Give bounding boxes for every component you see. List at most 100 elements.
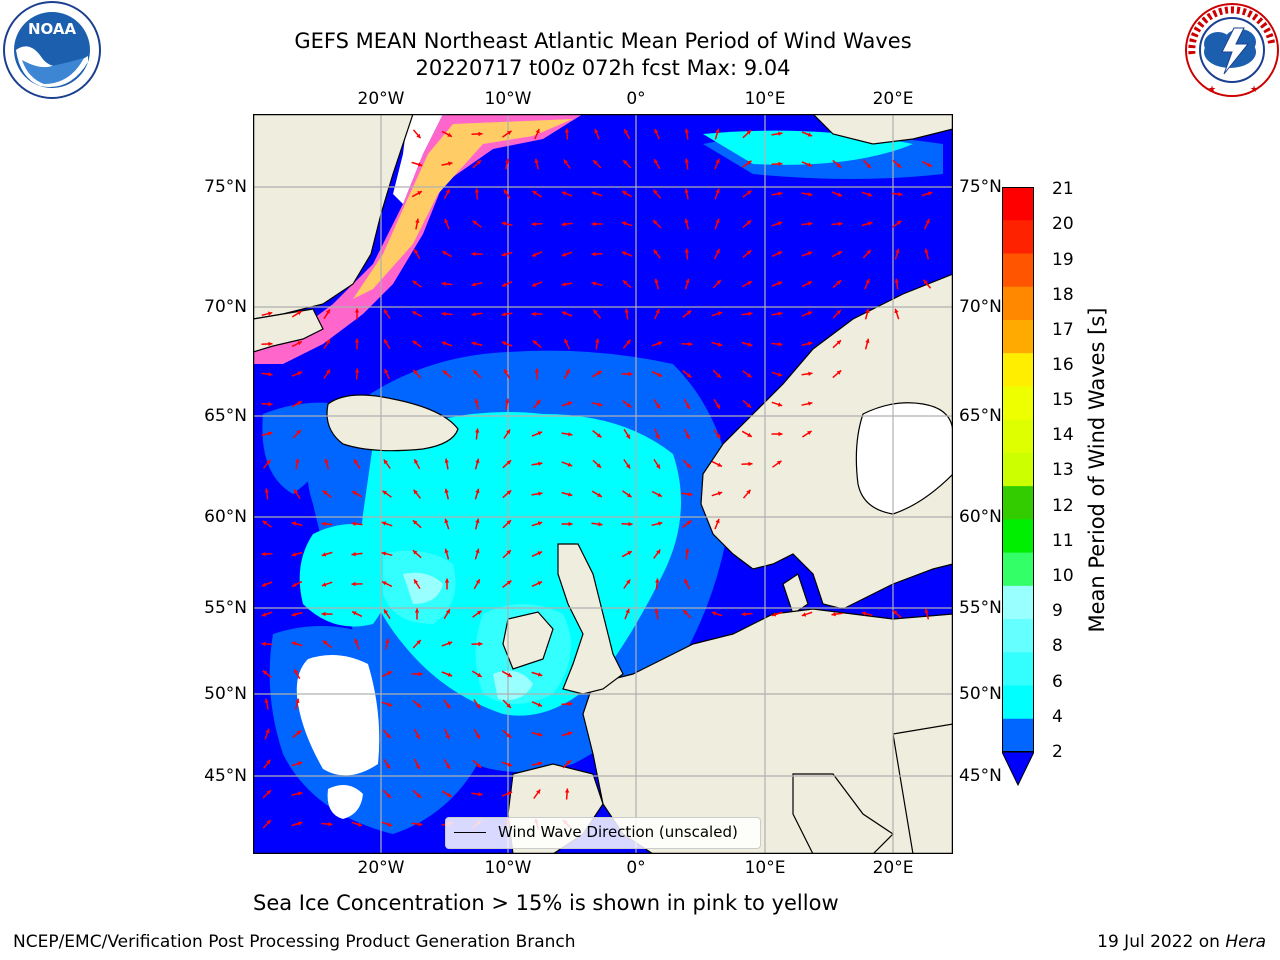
wind-wave-direction-arrows xyxy=(261,128,933,830)
wind-wave-arrow xyxy=(533,789,541,799)
wind-wave-arrow xyxy=(444,548,450,560)
lon-tick-top: 20°W xyxy=(357,89,405,109)
wind-wave-arrow xyxy=(383,758,391,770)
wind-wave-arrow xyxy=(441,790,453,798)
wind-wave-arrow xyxy=(381,580,393,588)
lon-tick-bottom: 20°E xyxy=(872,858,914,878)
wind-wave-arrow xyxy=(624,608,630,620)
gridlines xyxy=(253,114,953,854)
lon-tick-top: 20°E xyxy=(872,89,914,109)
lat-tick-left: 75°N xyxy=(204,177,247,197)
wind-wave-arrow xyxy=(264,698,269,710)
wind-wave-arrow xyxy=(261,341,273,347)
wind-wave-arrow xyxy=(354,338,360,350)
svg-text:★: ★ xyxy=(1250,85,1258,95)
land xyxy=(253,114,953,854)
wind-wave-arrow xyxy=(771,311,783,316)
wind-wave-arrow xyxy=(771,251,783,257)
wind-wave-arrow xyxy=(322,490,332,498)
colorbar-bin xyxy=(1002,187,1034,221)
wind-wave-arrow xyxy=(502,699,512,709)
wind-wave-arrow xyxy=(561,491,573,497)
wind-wave-arrow xyxy=(921,160,933,168)
wind-wave-arrow xyxy=(262,520,272,528)
wind-wave-arrow xyxy=(531,731,543,737)
wind-wave-arrow xyxy=(443,758,451,770)
wind-wave-arrow xyxy=(623,579,631,589)
wave-period-field xyxy=(262,130,943,834)
wind-wave-arrow xyxy=(801,280,813,288)
colorbar-bin xyxy=(1002,652,1034,687)
colorbar-tick-label: 18 xyxy=(1052,285,1074,305)
wind-wave-arrow xyxy=(654,428,660,440)
wind-wave-arrow xyxy=(742,399,752,409)
wind-wave-arrow xyxy=(382,490,392,498)
wind-wave-arrow xyxy=(683,578,691,590)
wind-wave-arrow xyxy=(864,338,870,350)
wind-wave-arrow xyxy=(474,548,480,560)
wind-wave-arrow xyxy=(741,311,753,316)
colorbar-under-arrow xyxy=(1001,751,1035,787)
nws-logo: ★ ★ xyxy=(1178,0,1280,100)
wind-wave-arrow xyxy=(894,248,900,260)
colorbar-bin xyxy=(1002,552,1034,587)
wind-wave-arrow xyxy=(472,369,482,379)
wind-wave-arrow xyxy=(261,641,273,647)
noaa-wordmark: NOAA xyxy=(28,20,77,38)
colorbar-tick-label: 15 xyxy=(1052,390,1074,410)
colorbar-bin xyxy=(1002,519,1034,554)
wind-wave-arrow xyxy=(471,641,483,647)
wind-wave-arrow xyxy=(381,701,393,707)
lat-tick-right: 60°N xyxy=(959,507,1002,527)
wind-wave-arrow xyxy=(561,731,573,737)
wind-wave-arrow xyxy=(561,222,573,227)
wind-wave-arrow xyxy=(771,611,783,617)
wind-wave-arrow xyxy=(711,460,723,468)
wind-wave-arrow xyxy=(771,401,783,407)
wind-wave-arrow xyxy=(411,310,423,318)
lat-tick-right: 75°N xyxy=(959,177,1002,197)
wind-wave-arrow xyxy=(474,188,480,200)
wind-wave-arrow xyxy=(561,401,573,407)
wind-wave-arrow xyxy=(261,611,273,617)
lat-tick-left: 50°N xyxy=(204,684,247,704)
colorbar-tick-label: 16 xyxy=(1052,355,1074,375)
wind-wave-arrow xyxy=(862,159,872,169)
wind-wave-arrow xyxy=(681,341,693,347)
wind-wave-arrow xyxy=(652,219,662,229)
wind-wave-arrow xyxy=(502,580,512,588)
wind-wave-arrow xyxy=(564,128,570,140)
wind-wave-arrow xyxy=(501,791,513,797)
colorbar-tick-label: 20 xyxy=(1052,214,1074,234)
colorbar-bin xyxy=(1002,452,1034,487)
wind-wave-arrow xyxy=(501,670,513,678)
lon-tick-top: 10°W xyxy=(484,89,532,109)
wind-wave-arrow xyxy=(714,128,720,140)
wind-wave-arrow xyxy=(801,401,813,406)
wind-wave-arrow xyxy=(443,608,451,620)
wind-wave-arrow xyxy=(291,611,303,617)
wind-wave-arrow xyxy=(262,819,272,829)
wind-wave-arrow xyxy=(771,191,783,196)
wind-wave-arrow xyxy=(653,249,661,259)
wind-wave-arrow xyxy=(531,551,543,557)
wind-wave-arrow xyxy=(473,728,481,740)
wind-wave-arrow xyxy=(712,279,722,289)
wind-wave-arrow xyxy=(473,699,481,709)
wind-wave-arrow xyxy=(561,432,573,437)
colorbar-bin xyxy=(1002,585,1034,620)
wind-wave-arrow xyxy=(682,369,692,379)
wind-wave-arrow xyxy=(621,190,633,198)
colorbar-bin xyxy=(1002,718,1034,753)
wind-wave-arrow xyxy=(291,821,303,827)
wind-wave-arrow xyxy=(531,671,543,677)
wind-wave-arrow xyxy=(591,221,603,227)
wind-wave-arrow xyxy=(832,369,842,379)
wind-wave-arrow xyxy=(412,699,422,709)
wind-wave-arrow xyxy=(741,341,753,347)
wind-wave-arrow xyxy=(471,281,483,287)
wind-wave-arrow xyxy=(711,611,723,617)
wind-wave-arrow xyxy=(621,251,633,257)
wind-wave-arrow xyxy=(621,521,633,527)
wind-wave-arrow xyxy=(501,251,513,257)
